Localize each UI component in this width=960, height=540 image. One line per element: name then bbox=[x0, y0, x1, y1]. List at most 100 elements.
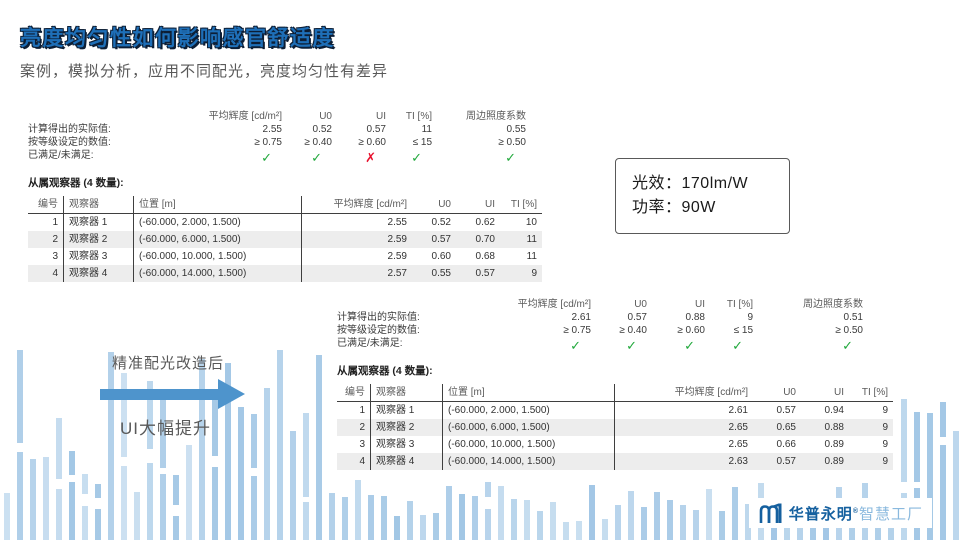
summary-required-value: ≥ 0.40 bbox=[619, 325, 647, 336]
decorative-bar bbox=[43, 457, 49, 540]
annotation-line2: UI大幅提升 bbox=[120, 419, 211, 438]
table-cell: 0.89 bbox=[801, 453, 849, 470]
table-cell: 0.88 bbox=[801, 419, 849, 436]
decorative-bar bbox=[511, 499, 517, 540]
decorative-bar bbox=[446, 486, 452, 540]
decorative-bar bbox=[69, 451, 75, 540]
summary-header-cell: U0 bbox=[319, 111, 332, 122]
decorative-bar bbox=[251, 414, 257, 540]
decorative-bar bbox=[121, 373, 127, 540]
decorative-bar bbox=[186, 445, 192, 540]
table-cell: 观察器 4 bbox=[371, 453, 443, 470]
decorative-bar bbox=[147, 381, 153, 540]
check-icon: ✓ bbox=[732, 338, 743, 353]
table-cell: 0.57 bbox=[456, 265, 500, 282]
summary-actual-value: 9 bbox=[747, 312, 753, 323]
summary-table-after: 平均辉度 [cd/m²] U0 UI TI [%] 周边照度系数 计算得出的实际值: 2.6… bbox=[337, 298, 893, 354]
table-cell: 4 bbox=[28, 265, 64, 282]
table-cell: 0.57 bbox=[412, 231, 456, 248]
decorative-bar bbox=[602, 519, 608, 540]
table-cell: (-60.000, 2.000, 1.500) bbox=[443, 402, 615, 419]
table-cell: 观察器 2 bbox=[64, 231, 134, 248]
summary-header-cell: UI bbox=[695, 299, 705, 310]
decorative-bar bbox=[641, 507, 647, 540]
table-cell: (-60.000, 10.000, 1.500) bbox=[134, 248, 302, 265]
table-cell: 2.59 bbox=[302, 231, 412, 248]
logo-name: 华普永明® bbox=[788, 505, 859, 523]
decorative-bar bbox=[459, 494, 465, 540]
decorative-bar bbox=[95, 484, 101, 540]
summary-actual-value: 2.61 bbox=[571, 312, 591, 323]
table-cell: (-60.000, 6.000, 1.500) bbox=[134, 231, 302, 248]
decorative-bar bbox=[563, 522, 569, 540]
summary-corner-cell bbox=[337, 298, 467, 311]
table-cell: 观察器 2 bbox=[371, 419, 443, 436]
decorative-bar bbox=[615, 505, 621, 540]
summary-actual-value: 0.55 bbox=[506, 124, 526, 135]
decorative-bar bbox=[212, 398, 218, 540]
table-cell: (-60.000, 6.000, 1.500) bbox=[443, 419, 615, 436]
arrow-head bbox=[218, 379, 245, 409]
observers-title-before: 从属观察器 (4 数量): bbox=[28, 177, 124, 189]
summary-required-value: ≥ 0.50 bbox=[498, 137, 526, 148]
summary-required-value: ≥ 0.75 bbox=[254, 137, 282, 148]
table-cell: 2.55 bbox=[387, 217, 407, 228]
table-cell: 2 bbox=[28, 231, 64, 248]
table-cell: 1 bbox=[337, 402, 371, 419]
table-cell: 9 bbox=[500, 265, 542, 282]
summary-row-label: 按等级设定的数值: bbox=[28, 137, 111, 148]
summary-row-label: 已满足/未满足: bbox=[337, 338, 403, 349]
summary-table-before: 平均辉度 [cd/m²] U0 UI TI [%] 周边照度系数 计算得出的实际值: 2.5… bbox=[28, 110, 542, 166]
table-cell: 0.55 bbox=[412, 265, 456, 282]
table-cell: 0.57 bbox=[753, 453, 801, 470]
table-header-cell: 位置 [m] bbox=[443, 384, 615, 402]
decorative-bar bbox=[30, 459, 36, 540]
table-cell: 9 bbox=[882, 405, 888, 416]
table-cell: 0.60 bbox=[431, 251, 451, 262]
summary-actual-value: 0.57 bbox=[627, 312, 647, 323]
check-icon: ✓ bbox=[311, 150, 322, 165]
table-cell: 0.62 bbox=[475, 217, 495, 228]
summary-actual-value: 0.51 bbox=[843, 312, 863, 323]
table-cell: 10 bbox=[525, 217, 537, 228]
decorative-bar bbox=[225, 363, 231, 540]
table-cell: 0.52 bbox=[431, 217, 451, 228]
decorative-bar bbox=[316, 355, 322, 540]
decorative-bar bbox=[368, 495, 374, 540]
summary-header-cell: U0 bbox=[634, 299, 647, 310]
table-cell: 3 bbox=[28, 248, 64, 265]
check-icon: ✓ bbox=[411, 150, 422, 165]
decorative-bar bbox=[927, 413, 933, 540]
table-cell: 观察器 1 bbox=[64, 214, 134, 231]
summary-actual-value: 0.52 bbox=[312, 124, 332, 135]
summary-corner-cell bbox=[28, 110, 178, 123]
decorative-bar bbox=[160, 391, 166, 540]
summary-required-value: ≥ 0.60 bbox=[358, 137, 386, 148]
decorative-bar bbox=[82, 474, 88, 540]
table-cell: 9 bbox=[882, 439, 888, 450]
summary-header-cell: 平均辉度 [cd/m²] bbox=[208, 111, 282, 122]
decorative-bar bbox=[433, 513, 439, 540]
table-header-cell: UI bbox=[456, 196, 500, 214]
table-cell: 2 bbox=[337, 419, 371, 436]
power-value: 功率：90W bbox=[632, 199, 716, 216]
table-cell: (-60.000, 14.000, 1.500) bbox=[134, 265, 302, 282]
decorative-bar bbox=[355, 480, 361, 540]
decorative-bar bbox=[576, 521, 582, 540]
check-icon: ✓ bbox=[505, 150, 516, 165]
right-arrow-icon bbox=[98, 379, 246, 409]
decorative-bar bbox=[654, 492, 660, 540]
table-cell: (-60.000, 14.000, 1.500) bbox=[443, 453, 615, 470]
table-header-cell: TI [%] bbox=[849, 384, 893, 402]
table-cell: 观察器 3 bbox=[64, 248, 134, 265]
annotation-line1: 精准配光改造后 bbox=[112, 355, 225, 372]
decorative-bar bbox=[914, 412, 920, 540]
decorative-bar bbox=[940, 402, 946, 540]
table-cell: 3 bbox=[337, 436, 371, 453]
observers-title-after: 从属观察器 (4 数量): bbox=[337, 365, 433, 377]
table-cell: 0.57 bbox=[776, 405, 796, 416]
summary-header-cell: 平均辉度 [cd/m²] bbox=[517, 299, 591, 310]
table-header-cell: 观察器 bbox=[371, 384, 443, 402]
check-icon: ✓ bbox=[684, 338, 695, 353]
